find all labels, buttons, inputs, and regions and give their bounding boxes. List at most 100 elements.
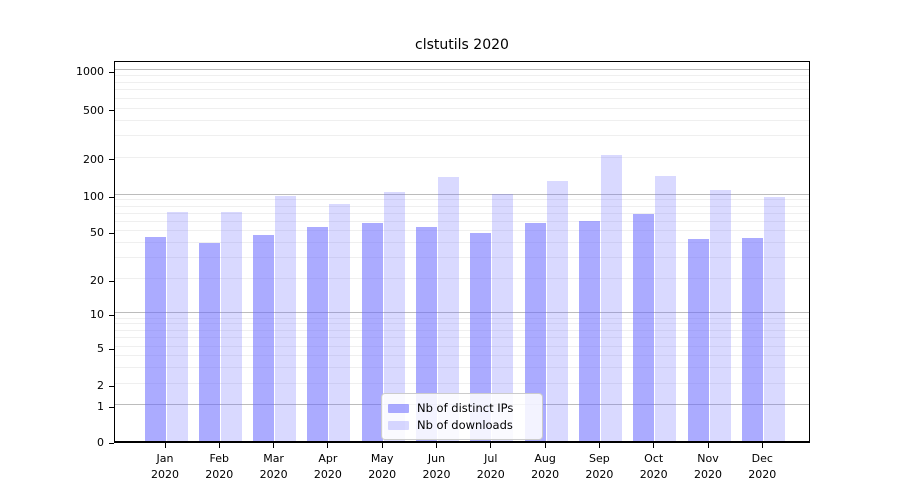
y-tick-label: 50 [90,226,104,239]
y-tick-mark [109,385,114,387]
minor-gridline [115,205,809,207]
bar-distinct-ips-may [361,223,383,441]
minor-gridline [115,241,809,243]
minor-gridline [115,346,809,347]
bar-distinct-ips-jul [470,233,492,441]
bar-distinct-ips-dec [741,237,763,441]
plot-area: Nb of distinct IPs Nb of downloads [114,61,810,443]
y-tick-label: 100 [83,190,104,203]
bar-downloads-may [383,192,405,441]
bar-downloads-jan [166,212,188,441]
x-tick-label: Mar 2020 [259,452,288,481]
y-tick-mark [109,406,114,408]
bar-downloads-feb [220,212,242,441]
x-tick-mark [707,443,709,448]
x-tick-label: Aug 2020 [531,452,560,481]
x-tick-label: Oct 2020 [639,452,668,481]
minor-gridline [115,212,809,214]
y-tick-label: 10 [90,308,104,322]
y-tick-mark [109,442,114,444]
y-tick-label: 1 [97,400,104,413]
bar-distinct-ips-feb [198,242,220,441]
bar-downloads-dec [763,196,785,441]
bar-distinct-ips-nov [687,238,709,441]
y-tick-label: 5 [97,342,104,355]
major-gridline [115,312,809,314]
minor-gridline [115,220,809,222]
y-tick-label: 0 [97,436,104,449]
x-tick-mark [544,443,546,448]
bar-downloads-aug [546,180,568,441]
bar-downloads-mar [275,196,297,441]
x-tick-mark [273,443,275,448]
y-tick-mark [109,280,114,282]
x-tick-mark [381,443,383,448]
x-tick-mark [761,443,763,448]
minor-gridline [115,278,809,280]
y-tick-mark [109,71,114,73]
minor-gridline [115,81,809,83]
legend-label-distinct-ips: Nb of distinct IPs [417,401,514,415]
minor-gridline [115,89,809,91]
bar-downloads-apr [329,204,351,441]
y-tick-mark [109,196,114,198]
x-tick-mark [598,443,600,448]
minor-gridline [115,323,809,325]
major-gridline [115,194,809,195]
minor-gridline [115,107,809,109]
minor-gridline [115,317,809,319]
bar-distinct-ips-aug [524,223,546,441]
x-tick-mark [218,443,220,448]
x-tick-label: Jun 2020 [422,452,451,481]
minor-gridline [115,97,809,99]
minor-gridline [115,135,809,137]
bar-distinct-ips-mar [253,235,275,441]
legend-swatch-distinct-ips-icon [388,403,409,413]
bar-downloads-oct [655,175,677,441]
legend-swatch-downloads-icon [388,420,409,430]
y-tick-label: 500 [83,103,104,117]
minor-gridline [115,199,809,201]
x-tick-label: Sep 2020 [585,452,614,481]
minor-gridline [115,156,809,158]
bar-distinct-ips-oct [633,213,655,441]
x-tick-mark [327,443,329,448]
minor-gridline [115,230,809,231]
minor-gridline [115,329,809,331]
x-tick-label: Dec 2020 [748,452,777,481]
x-tick-label: Feb 2020 [205,452,234,481]
legend: Nb of distinct IPs Nb of downloads [381,393,543,440]
minor-gridline [115,383,809,385]
legend-item-distinct-ips: Nb of distinct IPs [388,400,534,416]
minor-gridline [115,366,809,368]
y-tick-label: 200 [83,152,104,166]
x-tick-label: Apr 2020 [313,452,342,481]
x-tick-mark [436,443,437,448]
minor-gridline [115,75,809,77]
x-tick-label: Jan 2020 [151,452,179,481]
minor-gridline [115,256,809,258]
bar-downloads-jun [438,176,459,441]
chart-title: clstutils 2020 [415,37,509,53]
x-tick-mark [653,443,655,448]
y-tick-mark [109,110,114,112]
x-tick-label: May 2020 [368,452,397,481]
y-tick-mark [109,348,114,350]
y-tick-label: 2 [97,379,104,393]
y-tick-mark [109,232,114,234]
bar-distinct-ips-sep [578,220,600,441]
bar-distinct-ips-jun [416,227,437,441]
x-tick-mark [164,443,166,448]
bar-distinct-ips-apr [307,227,329,441]
minor-gridline [115,119,809,121]
legend-item-downloads: Nb of downloads [388,417,534,433]
y-tick-label: 20 [90,274,104,288]
legend-label-downloads: Nb of downloads [417,418,513,432]
y-tick-mark [109,159,114,161]
minor-gridline [115,337,809,339]
major-gridline [115,69,809,71]
bar-distinct-ips-jan [144,236,166,441]
x-tick-label: Nov 2020 [694,452,722,481]
minor-gridline [115,355,809,357]
bar-downloads-nov [709,189,731,441]
